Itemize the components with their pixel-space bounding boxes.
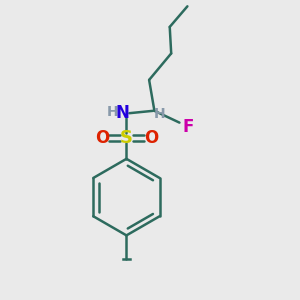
Text: F: F [183,118,194,136]
Text: H: H [106,105,118,119]
Text: N: N [116,104,130,122]
Text: O: O [95,129,109,147]
Text: H: H [154,107,166,121]
Text: O: O [144,129,158,147]
Text: S: S [120,129,133,147]
